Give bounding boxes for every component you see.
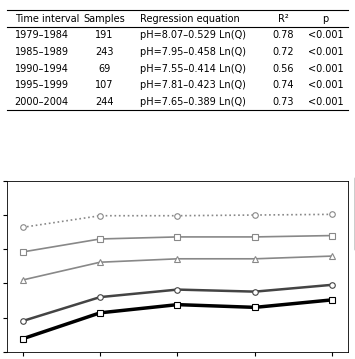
- 25th percentile: [98, 214, 102, 218]
- 25th percentile: [330, 212, 334, 216]
- 50th percentile: [253, 235, 257, 239]
- Line: 95th percentile: 95th percentile: [20, 282, 335, 324]
- 95th percentile: [330, 283, 334, 287]
- 98th percentile: [175, 303, 180, 307]
- Line: 50th percentile: 50th percentile: [20, 233, 335, 255]
- 50th percentile: [98, 237, 102, 241]
- 75th percentile: [253, 257, 257, 261]
- 25th percentile: [175, 214, 180, 218]
- 50th percentile: [21, 250, 25, 254]
- 75th percentile: [21, 278, 25, 282]
- 75th percentile: [330, 254, 334, 258]
- Line: 75th percentile: 75th percentile: [20, 253, 335, 283]
- 95th percentile: [21, 319, 25, 323]
- 75th percentile: [175, 257, 180, 261]
- Line: 98th percentile: 98th percentile: [20, 297, 335, 342]
- 98th percentile: [98, 311, 102, 315]
- 95th percentile: [175, 288, 180, 292]
- 95th percentile: [98, 295, 102, 299]
- 98th percentile: [253, 305, 257, 309]
- 25th percentile: [253, 213, 257, 217]
- Line: 25th percentile: 25th percentile: [20, 211, 335, 230]
- 75th percentile: [98, 260, 102, 264]
- 98th percentile: [330, 298, 334, 302]
- 50th percentile: [330, 233, 334, 238]
- 50th percentile: [175, 235, 180, 239]
- 95th percentile: [253, 289, 257, 294]
- 98th percentile: [21, 337, 25, 341]
- 25th percentile: [21, 225, 25, 229]
